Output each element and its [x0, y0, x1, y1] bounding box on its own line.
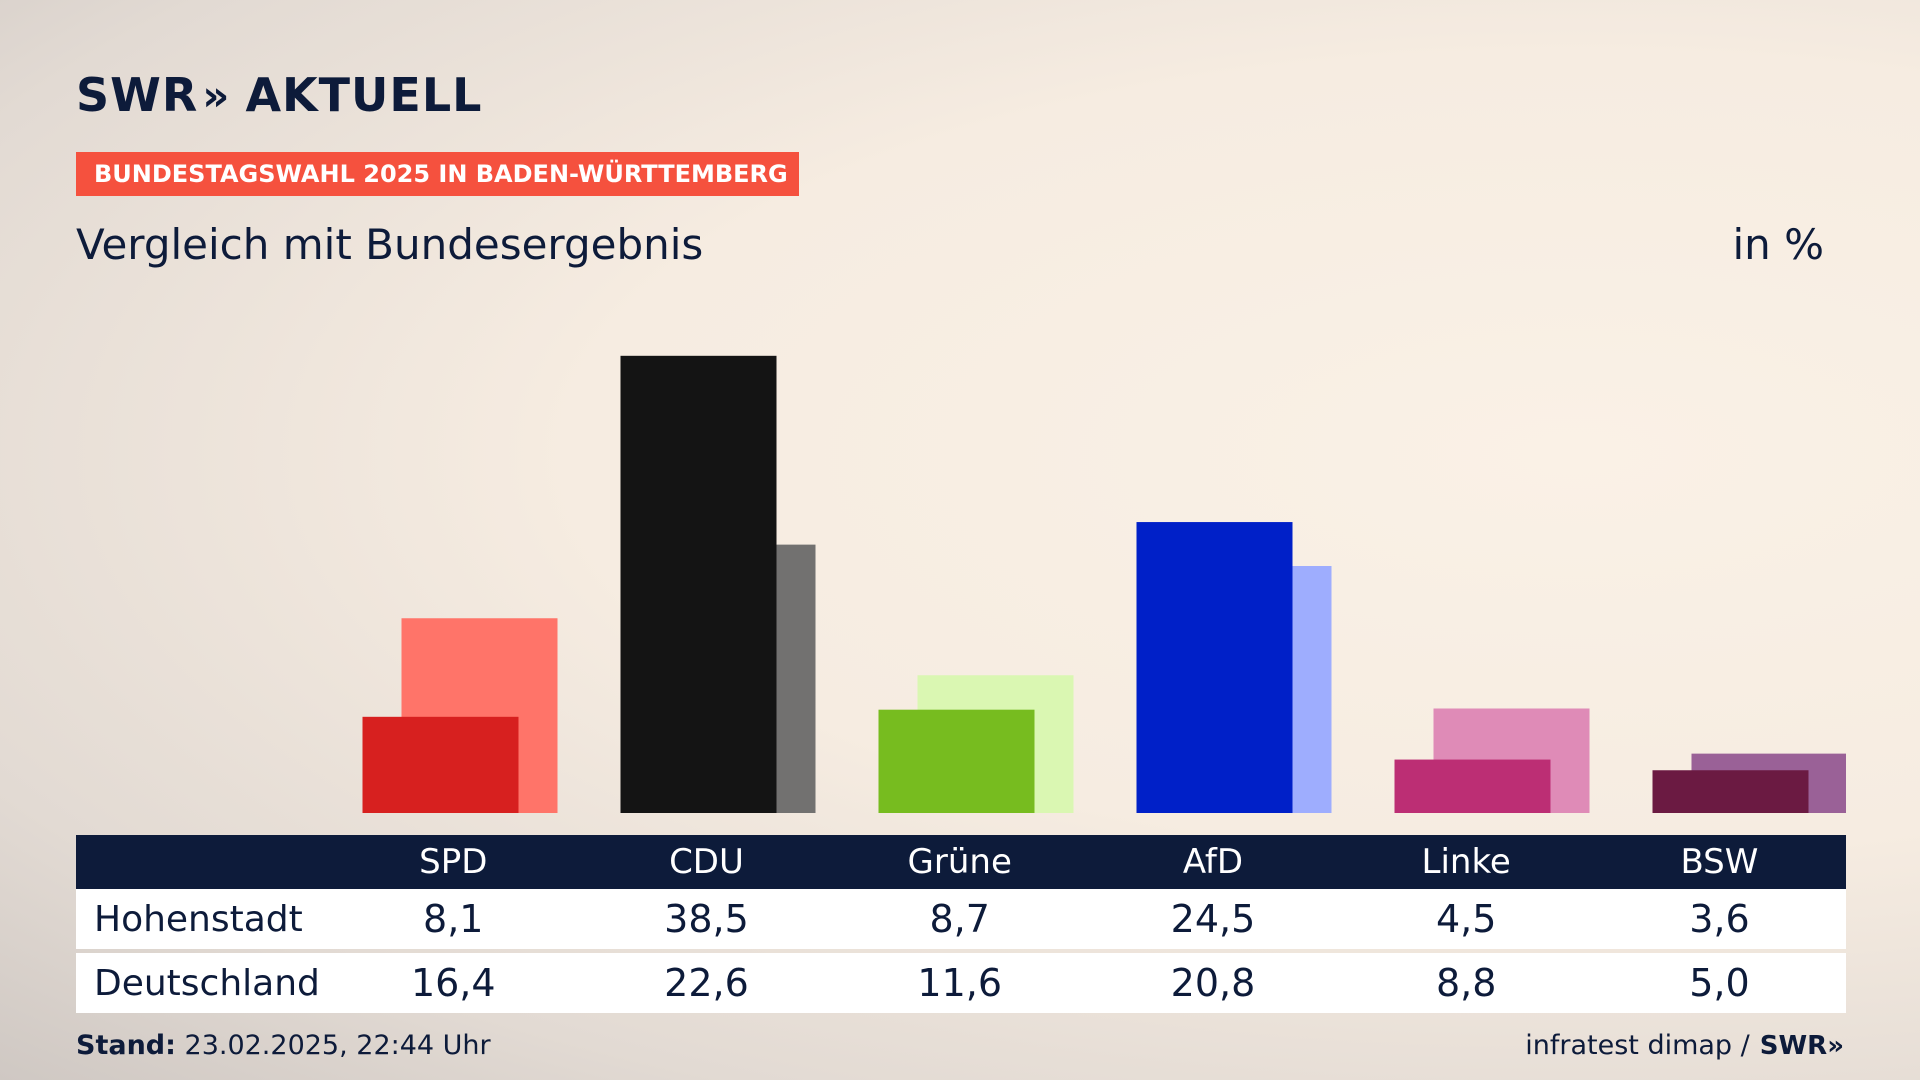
source-text: infratest dimap /: [1525, 1030, 1750, 1061]
election-banner: BUNDESTAGSWAHL 2025 IN BADEN-WÜRTTEMBERG: [76, 152, 799, 196]
bar-hohenstadt-bsw: [1652, 770, 1809, 813]
table-header-bsw: BSW: [1680, 842, 1759, 882]
logo-chevron-icon: »: [202, 70, 229, 120]
table-header-gruene: Grüne: [907, 842, 1012, 882]
swr-small-logo: SWR»: [1759, 1030, 1844, 1061]
source-credit: infratest dimap / SWR»: [1525, 1030, 1844, 1061]
logo-brand: SWR: [76, 68, 199, 122]
table-cell: 5,0: [1689, 961, 1750, 1005]
table-cell: 20,8: [1170, 961, 1256, 1005]
timestamp: Stand: 23.02.2025, 22:44 Uhr: [76, 1030, 491, 1061]
logo-suffix: AKTUELL: [245, 68, 483, 122]
results-table: SPD CDU Grüne AfD Linke BSW Hohenstadt 8…: [76, 835, 1846, 1013]
table-cell: 4,5: [1435, 897, 1497, 941]
table-cell: 8,1: [423, 897, 484, 941]
table-row: Hohenstadt 8,1 38,5 8,7 24,5 4,5 3,6: [76, 889, 1846, 949]
bar-hohenstadt-linke: [1394, 759, 1551, 813]
bar-hohenstadt-grüne: [878, 709, 1035, 813]
table-cell: 3,6: [1689, 897, 1750, 941]
table-cell: 16,4: [410, 961, 496, 1005]
row-label: Hohenstadt: [94, 898, 303, 940]
unit-label: in %: [1732, 220, 1824, 269]
table-header-spd: SPD: [419, 842, 488, 882]
table-cell: 38,5: [664, 897, 749, 941]
row-label: Deutschland: [94, 962, 320, 1004]
swr-aktuell-logo: SWR » AKTUELL: [76, 68, 482, 122]
table-header-cdu: CDU: [669, 842, 744, 882]
table-header-linke: Linke: [1421, 842, 1511, 882]
bar-hohenstadt-cdu: [620, 355, 777, 813]
table-cell: 8,7: [929, 897, 990, 941]
table-cell: 11,6: [917, 961, 1003, 1005]
table-header-afd: AfD: [1182, 842, 1244, 882]
bar-hohenstadt-spd: [362, 716, 519, 813]
timestamp-value: 23.02.2025, 22:44 Uhr: [184, 1030, 491, 1061]
timestamp-label: Stand:: [76, 1030, 176, 1061]
table-row: Deutschland 16,4 22,6 11,6 20,8 8,8 5,0: [76, 953, 1846, 1013]
table-cell: 22,6: [664, 961, 749, 1005]
bar-chart: [362, 355, 1846, 813]
table-cell: 24,5: [1170, 897, 1256, 941]
bar-hohenstadt-afd: [1136, 522, 1293, 813]
table-cell: 8,8: [1435, 961, 1497, 1005]
chart-subtitle: Vergleich mit Bundesergebnis: [76, 220, 704, 269]
table-header-row: SPD CDU Grüne AfD Linke BSW: [76, 835, 1846, 889]
